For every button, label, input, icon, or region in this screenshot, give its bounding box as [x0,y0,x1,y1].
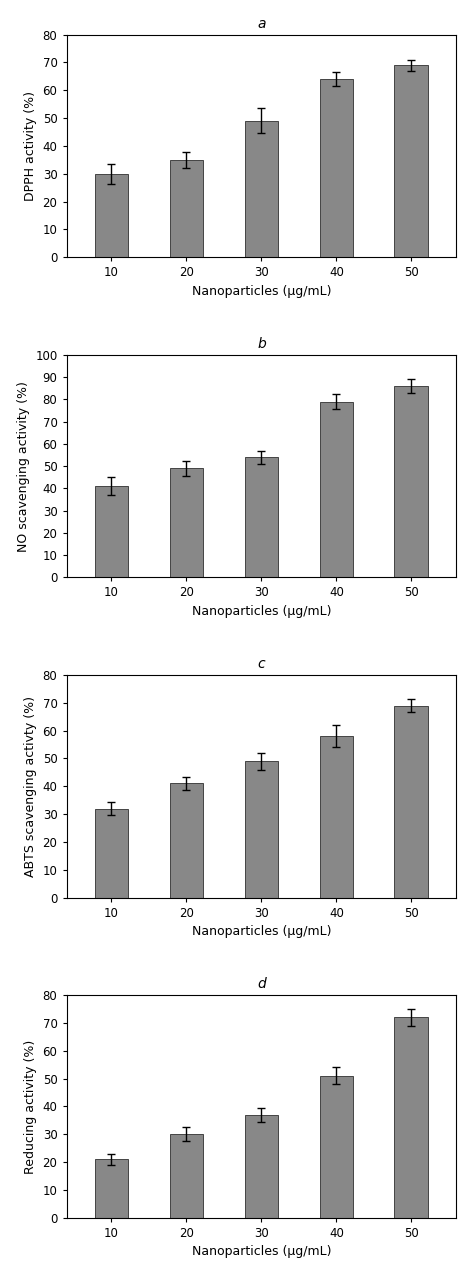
Y-axis label: DPPH activity (%): DPPH activity (%) [24,91,37,201]
Y-axis label: ABTS scavenging activty (%): ABTS scavenging activty (%) [24,696,37,877]
Bar [170,159,203,258]
X-axis label: Nanoparticles (μg/mL): Nanoparticles (μg/mL) [192,606,331,618]
Bar [394,705,428,898]
Bar [245,1114,278,1218]
Bar [170,468,203,578]
Bar [170,783,203,898]
X-axis label: Nanoparticles (μg/mL): Nanoparticles (μg/mL) [192,1246,331,1258]
X-axis label: Nanoparticles (μg/mL): Nanoparticles (μg/mL) [192,284,331,298]
Bar [245,121,278,258]
Bar [95,808,128,898]
Title: a: a [257,17,266,31]
Bar [394,65,428,258]
Title: c: c [258,657,265,671]
Title: d: d [257,977,266,991]
Bar [320,1076,353,1218]
X-axis label: Nanoparticles (μg/mL): Nanoparticles (μg/mL) [192,926,331,938]
Y-axis label: Reducing activity (%): Reducing activity (%) [24,1039,37,1173]
Bar [95,1159,128,1218]
Bar [95,486,128,578]
Bar [320,79,353,258]
Bar [394,1017,428,1218]
Bar [245,761,278,898]
Bar [320,736,353,898]
Bar [394,386,428,578]
Bar [245,458,278,578]
Title: b: b [257,337,266,351]
Y-axis label: NO scavenging activity (%): NO scavenging activity (%) [17,381,30,552]
Bar [95,173,128,258]
Bar [170,1135,203,1218]
Bar [320,402,353,578]
